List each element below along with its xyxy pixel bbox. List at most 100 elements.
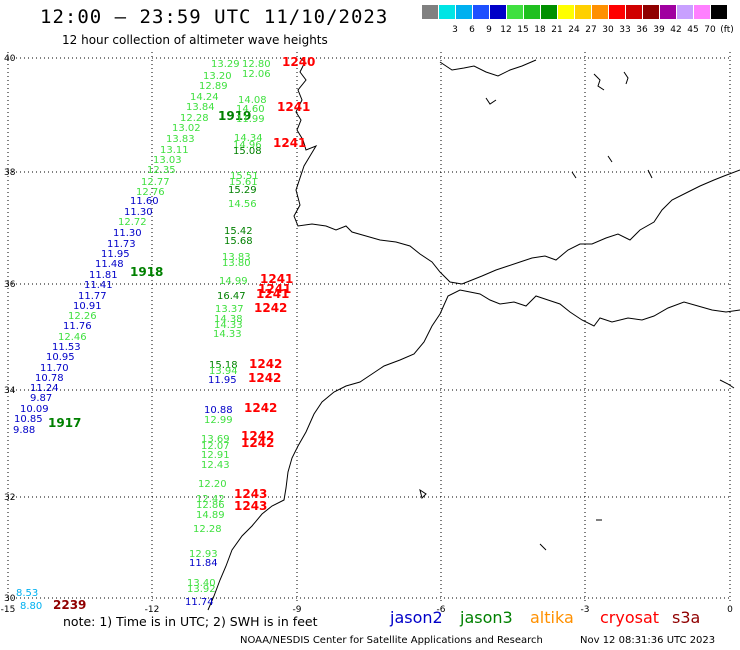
legend-label: 45 — [687, 25, 699, 35]
wave-height-label: 13.03 — [153, 155, 182, 166]
legend-label: 39 — [653, 25, 665, 35]
wave-height-label: 8.80 — [20, 601, 42, 612]
wave-height-label: 12.91 — [201, 450, 230, 461]
wave-height-label: 12.06 — [242, 69, 271, 80]
wave-height-label: 13.69 — [201, 434, 230, 445]
wave-height-label: 12.93 — [189, 549, 218, 560]
wave-height-label: 11.95 — [208, 375, 237, 386]
island-3 — [485, 97, 497, 105]
wave-height-label: 15.42 — [224, 226, 253, 237]
wave-height-label: 11.70 — [40, 363, 69, 374]
wave-height-label: 12.89 — [199, 81, 228, 92]
wave-height-label: 13.20 — [203, 71, 232, 82]
pass-time-label: 1242 — [241, 436, 274, 450]
island-4 — [607, 155, 613, 163]
pass-time-label: 1242 — [249, 357, 282, 371]
wave-height-label: 13.84 — [186, 102, 215, 113]
island-8 — [419, 488, 427, 499]
legend-swatch — [524, 5, 540, 19]
wave-height-label: 12.77 — [141, 177, 170, 188]
legend-label: 21 — [551, 25, 563, 35]
longitude-tick-label: -3 — [581, 605, 590, 615]
wave-height-label: 11.95 — [101, 249, 130, 260]
legend-label: 70 — [704, 25, 716, 35]
legend-swatch — [711, 5, 727, 19]
pass-time-label: 1241 — [273, 136, 306, 150]
wave-height-label: 10.78 — [35, 373, 64, 384]
wave-height-label: 10.09 — [20, 404, 49, 415]
legend-swatch — [575, 5, 591, 19]
wave-height-label: 11.99 — [236, 114, 265, 125]
legend-swatch — [694, 5, 710, 19]
pass-time-label: 1917 — [48, 416, 81, 430]
wave-height-label: 15.61 — [229, 177, 258, 188]
legend-label: 42 — [670, 25, 682, 35]
longitude-tick-label: 0 — [727, 605, 733, 615]
legend-swatch — [643, 5, 659, 19]
wave-height-label: 12.76 — [136, 187, 165, 198]
wave-height-label: 11.30 — [124, 207, 153, 218]
pass-time-label: 1241 — [277, 100, 310, 114]
legend-label: 18 — [534, 25, 546, 35]
wave-height-label: 11.81 — [89, 270, 118, 281]
legend-swatch — [473, 5, 489, 19]
wave-height-label: 12.28 — [193, 524, 222, 535]
iberia-coastline — [293, 57, 740, 285]
wave-height-label: 12.72 — [118, 217, 147, 228]
legend-swatch — [456, 5, 472, 19]
pass-time-label: 1243 — [234, 499, 267, 513]
wave-height-label: 10.95 — [46, 352, 75, 363]
latitude-tick-label: 40 — [4, 54, 16, 64]
legend-swatch — [507, 5, 523, 19]
wave-height-label: 15.68 — [224, 236, 253, 247]
legend-swatch — [609, 5, 625, 19]
pass-time-label: 1242 — [241, 429, 274, 443]
wave-height-label: 15.08 — [233, 146, 262, 157]
africa-coastline — [207, 289, 740, 611]
map-title: 12:00 – 23:59 UTC 11/10/2023 — [40, 6, 389, 28]
wave-height-label: 10.88 — [204, 405, 233, 416]
satellite-s3a: s3a — [672, 608, 701, 627]
pass-time-label: 1919 — [218, 109, 251, 123]
wave-height-label: 15.29 — [228, 185, 257, 196]
wave-height-label: 11.53 — [52, 342, 81, 353]
wave-height-label: 11.48 — [95, 259, 124, 270]
legend-label: 9 — [486, 25, 492, 35]
wave-height-label: 14.38 — [214, 314, 243, 325]
legend-label: 30 — [602, 25, 614, 35]
wave-height-label: 12.99 — [204, 415, 233, 426]
wave-height-label: 14.08 — [238, 95, 267, 106]
satellite-altika: altika — [530, 608, 574, 627]
wave-height-label: 13.11 — [160, 145, 189, 156]
legend-swatch — [592, 5, 608, 19]
wave-height-label: 16.47 — [217, 291, 246, 302]
wave-height-label: 13.94 — [209, 366, 238, 377]
map-subtitle: 12 hour collection of altimeter wave hei… — [62, 33, 328, 47]
wave-height-label: 11.76 — [63, 321, 92, 332]
latitude-tick-label: 34 — [4, 386, 16, 396]
wave-height-label: 15.51 — [230, 171, 259, 182]
legend-label: 33 — [619, 25, 631, 35]
grid-lines — [7, 52, 731, 604]
wave-height-label: 11.30 — [113, 228, 142, 239]
wave-height-label: 14.89 — [196, 510, 225, 521]
wave-height-label: 10.85 — [14, 414, 43, 425]
wave-height-label: 15.18 — [209, 360, 238, 371]
wave-height-label: 14.99 — [219, 276, 248, 287]
pass-time-label: 1918 — [130, 265, 163, 279]
pass-time-label: 1242 — [248, 371, 281, 385]
pass-time-label: 1240 — [282, 55, 315, 69]
wave-height-label: 12.42 — [196, 494, 225, 505]
legend-unit: (ft) — [720, 25, 734, 35]
wave-height-label: 14.33 — [213, 329, 242, 340]
pass-time-label: 1241 — [256, 287, 289, 301]
legend-label: 15 — [517, 25, 529, 35]
legend-label: 12 — [500, 25, 512, 35]
wave-height-label: 11.41 — [84, 280, 113, 291]
satellite-cryosat: cryosat — [600, 608, 660, 627]
wave-height-label: 13.37 — [215, 304, 244, 315]
wave-height-label: 14.24 — [190, 92, 219, 103]
legend-swatch — [558, 5, 574, 19]
island-10 — [539, 543, 547, 551]
legend-swatch — [660, 5, 676, 19]
